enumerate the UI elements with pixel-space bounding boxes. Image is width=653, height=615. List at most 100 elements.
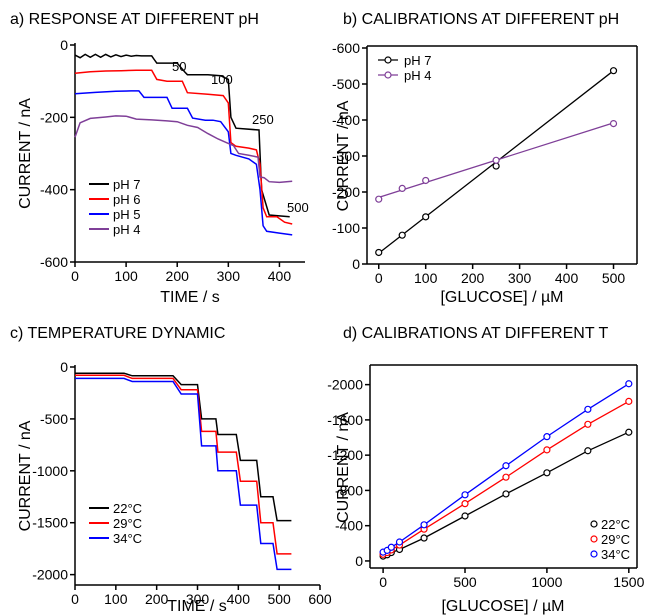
series-line-34°C [75,377,292,571]
x-tick-label: 600 [308,591,332,607]
x-tick-label: 100 [414,270,438,286]
data-point [461,512,469,520]
legend-label: pH 5 [113,207,140,222]
x-tick-label: 300 [508,270,532,286]
legend-label: pH 6 [113,192,140,207]
x-tick-label: 100 [104,591,128,607]
y-tick-label: -500 [332,76,360,92]
data-point [387,543,395,551]
legend-label: pH 4 [404,68,431,83]
series-line-pH 4 [74,115,293,184]
concentration-annotation: 250 [252,112,274,127]
data-point [395,538,404,546]
data-point [398,231,406,239]
series-line-22°C [75,372,292,522]
legend-label: pH 4 [113,222,140,237]
y-tick-label: -400 [335,518,363,534]
x-tick-label: 300 [186,591,210,607]
x-axis-label: TIME / s [167,598,227,615]
data-point [422,213,430,221]
panel-a: a) RESPONSE AT DIFFERENT pH 0 100 200 300 400… [10,11,309,306]
y-tick-label: -400 [40,182,68,198]
legend-label: 29°C [113,516,142,531]
x-tick-label: 200 [461,270,485,286]
x-tick-label: 0 [71,268,79,284]
legend-label: pH 7 [404,53,431,68]
series-line-pH 5 [74,90,293,236]
y-tick-label: -1600 [327,412,363,428]
x-tick-label: 0 [375,270,383,286]
legend-marker [384,71,392,79]
x-tick-label: 0 [379,574,387,590]
legend-label: 22°C [113,501,142,516]
data-point [609,67,618,75]
y-tick-label: -2000 [32,567,68,583]
data-point [502,462,510,470]
y-tick-label: -1500 [32,515,68,531]
y-tick-label: -800 [335,482,363,498]
data-point [625,397,633,405]
y-tick-label: 0 [60,359,68,375]
data-point [543,433,551,441]
panel-title-b: b) CALIBRATIONS AT DIFFERENT pH [343,11,619,28]
series-line-pH 6 [74,69,293,225]
legend-label: 29°C [601,532,630,547]
legend-label: 22°C [601,517,630,532]
x-tick-label: 400 [555,270,579,286]
concentration-annotation: 50 [172,59,186,74]
y-tick-label: -1000 [32,463,68,479]
data-point [375,248,383,257]
y-tick-label: -600 [40,254,68,270]
y-tick-label: -600 [332,40,360,56]
data-point [422,176,430,185]
concentration-annotation: 100 [211,72,233,87]
data-point [502,473,510,481]
panel-title-a: a) RESPONSE AT DIFFERENT pH [10,11,259,28]
y-tick-label: -2000 [327,377,363,393]
data-point [461,500,469,508]
x-axis-label: [GLUCOSE] / µM [440,289,563,306]
x-tick-label: 1500 [613,574,644,590]
data-point [461,491,469,499]
data-point [375,195,383,203]
panel-d: d) CALIBRATIONS AT DIFFERENT T 0 500 1000 15… [327,325,644,615]
legend-marker [590,535,598,543]
y-axis-label: CURRENT / nA [335,100,352,211]
x-tick-label: 500 [453,574,477,590]
legend-label: 34°C [601,547,630,562]
x-axis-label: TIME / s [160,289,220,306]
x-tick-label: 200 [145,591,169,607]
x-tick-label: 0 [71,591,79,607]
data-point [625,380,633,388]
y-axis-label: CURRENT / nA [17,420,34,531]
x-tick-label: 200 [166,268,190,284]
legend-label: pH 7 [113,177,140,192]
data-point [420,521,428,529]
panel-title-c: c) TEMPERATURE DYNAMIC [10,325,225,342]
y-tick-label: -100 [332,220,360,236]
concentration-annotation: 500 [287,200,309,215]
y-axis-label: CURRENT / nA [17,98,34,209]
x-tick-label: 500 [267,591,291,607]
data-point [543,469,551,477]
data-point [625,428,633,436]
y-tick-label: 0 [352,256,360,272]
legend-marker [590,520,598,528]
x-tick-label: 300 [217,268,241,284]
data-point [584,447,592,455]
data-point [609,119,618,128]
data-point [502,490,510,498]
data-point [543,446,551,454]
y-tick-label: 0 [355,553,363,569]
data-point [584,405,592,413]
y-tick-label: -1200 [327,447,363,463]
x-tick-label: 500 [602,270,626,286]
data-point [584,420,592,428]
y-tick-label: -400 [332,112,360,128]
x-tick-label: 1000 [531,574,562,590]
x-tick-label: 400 [268,268,292,284]
x-axis-label: [GLUCOSE] / µM [441,598,564,615]
data-point [492,156,500,164]
y-axis-label: CURRENT / nA [335,412,352,523]
